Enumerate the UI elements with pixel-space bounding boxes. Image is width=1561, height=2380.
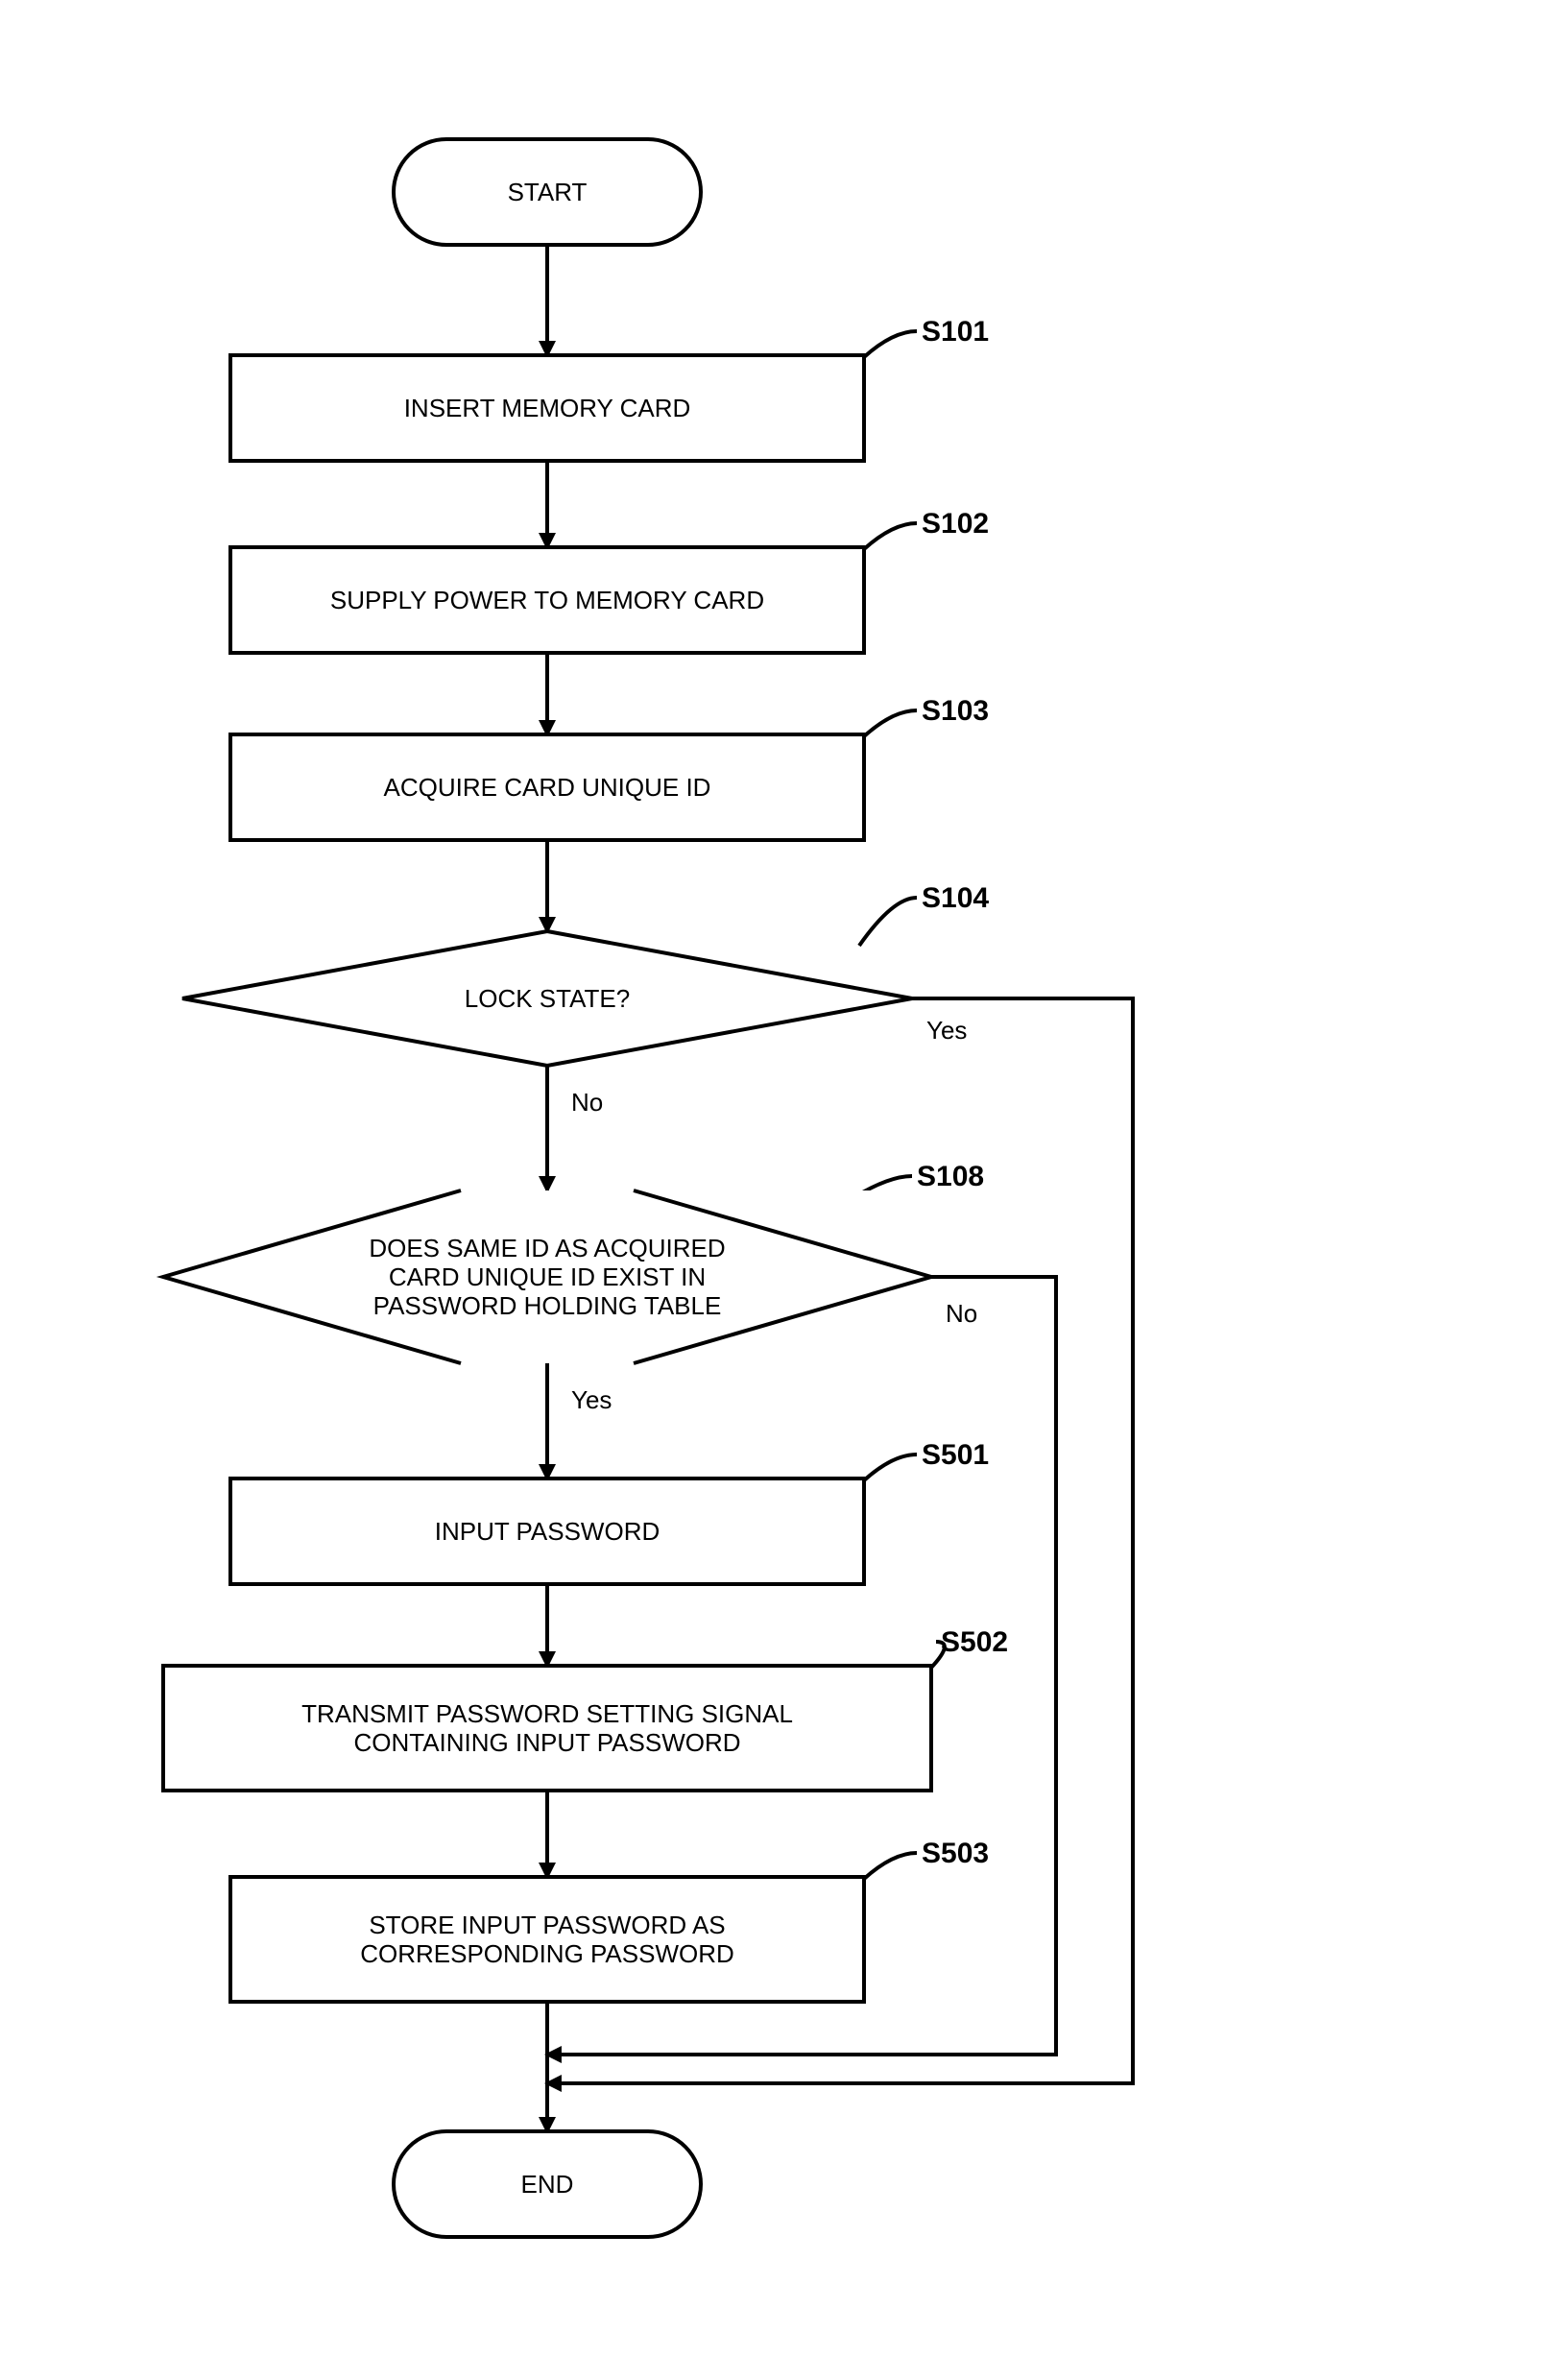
process-s503: STORE INPUT PASSWORD ASCORRESPONDING PAS… [230, 1877, 864, 2002]
decision-s104-line0: LOCK STATE? [465, 984, 630, 1013]
decision-s104-yes: Yes [926, 1016, 967, 1045]
process-s103-line0: ACQUIRE CARD UNIQUE ID [384, 773, 711, 802]
start-label: START [508, 178, 588, 206]
process-s501-line0: INPUT PASSWORD [435, 1517, 660, 1546]
step-label-s101: S101 [922, 316, 989, 348]
process-s101: INSERT MEMORY CARD [230, 355, 864, 461]
process-s503-line1: CORRESPONDING PASSWORD [360, 1939, 734, 1968]
process-s501: INPUT PASSWORD [230, 1478, 864, 1584]
step-label-s501: S501 [922, 1439, 989, 1471]
process-s101-line0: INSERT MEMORY CARD [404, 394, 691, 422]
decision-s108-yes: Yes [571, 1385, 612, 1414]
decision-s108-line1: CARD UNIQUE ID EXIST IN [389, 1262, 706, 1291]
process-s502: TRANSMIT PASSWORD SETTING SIGNALCONTAINI… [163, 1666, 931, 1791]
flowchart-canvas: START END INSERT MEMORY CARD SUPPLY POWER … [0, 0, 1561, 2380]
step-label-s503: S503 [922, 1838, 989, 1869]
step-label-s102: S102 [922, 508, 989, 540]
end-terminal: END [394, 2131, 701, 2237]
start-terminal: START [394, 139, 701, 245]
process-s503-line0: STORE INPUT PASSWORD AS [369, 1911, 725, 1939]
process-s502-line1: CONTAINING INPUT PASSWORD [353, 1728, 740, 1757]
process-s102-line0: SUPPLY POWER TO MEMORY CARD [330, 586, 764, 614]
end-label: END [521, 2170, 574, 2199]
step-label-s103: S103 [922, 695, 989, 727]
step-label-s104: S104 [922, 882, 989, 914]
process-s502-line0: TRANSMIT PASSWORD SETTING SIGNAL [301, 1699, 793, 1728]
process-s103: ACQUIRE CARD UNIQUE ID [230, 734, 864, 840]
step-label-s502: S502 [941, 1626, 1008, 1658]
decision-s108-no: No [946, 1299, 977, 1328]
step-label-s108: S108 [917, 1161, 984, 1192]
decision-s108-line0: DOES SAME ID AS ACQUIRED [369, 1234, 725, 1262]
decision-s108-line2: PASSWORD HOLDING TABLE [373, 1291, 722, 1320]
decision-s104-no: No [571, 1088, 603, 1117]
process-s102: SUPPLY POWER TO MEMORY CARD [230, 547, 864, 653]
